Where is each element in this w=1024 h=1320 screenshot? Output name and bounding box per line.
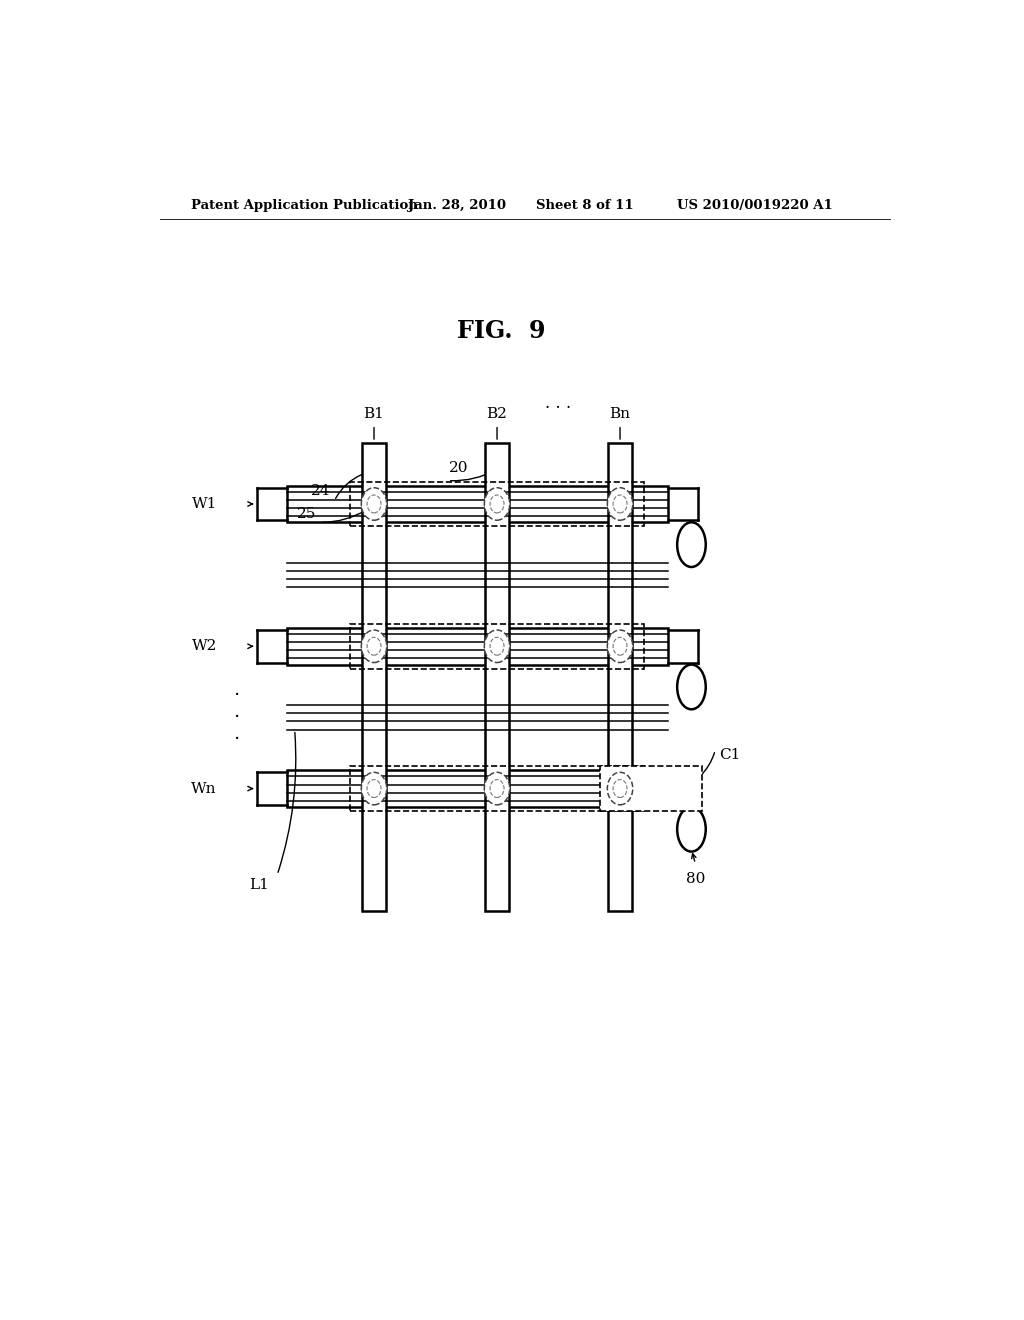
Text: ·: ·	[233, 730, 240, 750]
Bar	[287, 486, 668, 523]
Text: Bn: Bn	[609, 407, 631, 421]
Bar	[608, 444, 632, 911]
Text: B2: B2	[486, 407, 508, 421]
Circle shape	[484, 772, 510, 805]
Circle shape	[361, 487, 387, 520]
Text: FIG.  9: FIG. 9	[457, 319, 545, 343]
Circle shape	[613, 780, 627, 797]
Text: 80: 80	[686, 873, 706, 886]
Bar	[287, 628, 668, 664]
Text: Sheet 8 of 11: Sheet 8 of 11	[536, 198, 633, 211]
Bar	[350, 766, 644, 810]
Bar	[485, 444, 509, 911]
Ellipse shape	[677, 807, 706, 851]
Text: US 2010/0019220 A1: US 2010/0019220 A1	[677, 198, 833, 211]
Bar	[362, 444, 386, 911]
Bar	[287, 771, 668, 807]
Text: B1: B1	[364, 407, 384, 421]
Circle shape	[484, 630, 510, 663]
Text: Jan. 28, 2010: Jan. 28, 2010	[409, 198, 506, 211]
Text: · · ·: · · ·	[546, 400, 571, 417]
Circle shape	[490, 638, 504, 655]
Circle shape	[361, 772, 387, 805]
Circle shape	[367, 638, 381, 655]
Text: Wn: Wn	[191, 781, 217, 796]
Bar	[350, 482, 644, 527]
Circle shape	[607, 487, 633, 520]
Text: ·: ·	[233, 708, 240, 727]
Ellipse shape	[677, 664, 706, 709]
Circle shape	[367, 495, 381, 513]
Bar	[350, 624, 644, 669]
Text: ·: ·	[233, 685, 240, 705]
Circle shape	[490, 495, 504, 513]
Text: 24: 24	[311, 483, 331, 498]
Circle shape	[490, 780, 504, 797]
Ellipse shape	[677, 523, 706, 568]
Bar	[600, 766, 701, 810]
Text: 25: 25	[297, 507, 316, 521]
Circle shape	[367, 780, 381, 797]
Text: Patent Application Publication: Patent Application Publication	[191, 198, 418, 211]
Circle shape	[484, 487, 510, 520]
Circle shape	[361, 630, 387, 663]
Circle shape	[607, 630, 633, 663]
Text: 20: 20	[450, 462, 469, 475]
Text: C1: C1	[719, 748, 740, 762]
Circle shape	[607, 772, 633, 805]
Text: W1: W1	[191, 496, 217, 511]
Text: L1: L1	[250, 878, 269, 892]
Text: W2: W2	[191, 639, 217, 653]
Circle shape	[613, 495, 627, 513]
Circle shape	[613, 638, 627, 655]
